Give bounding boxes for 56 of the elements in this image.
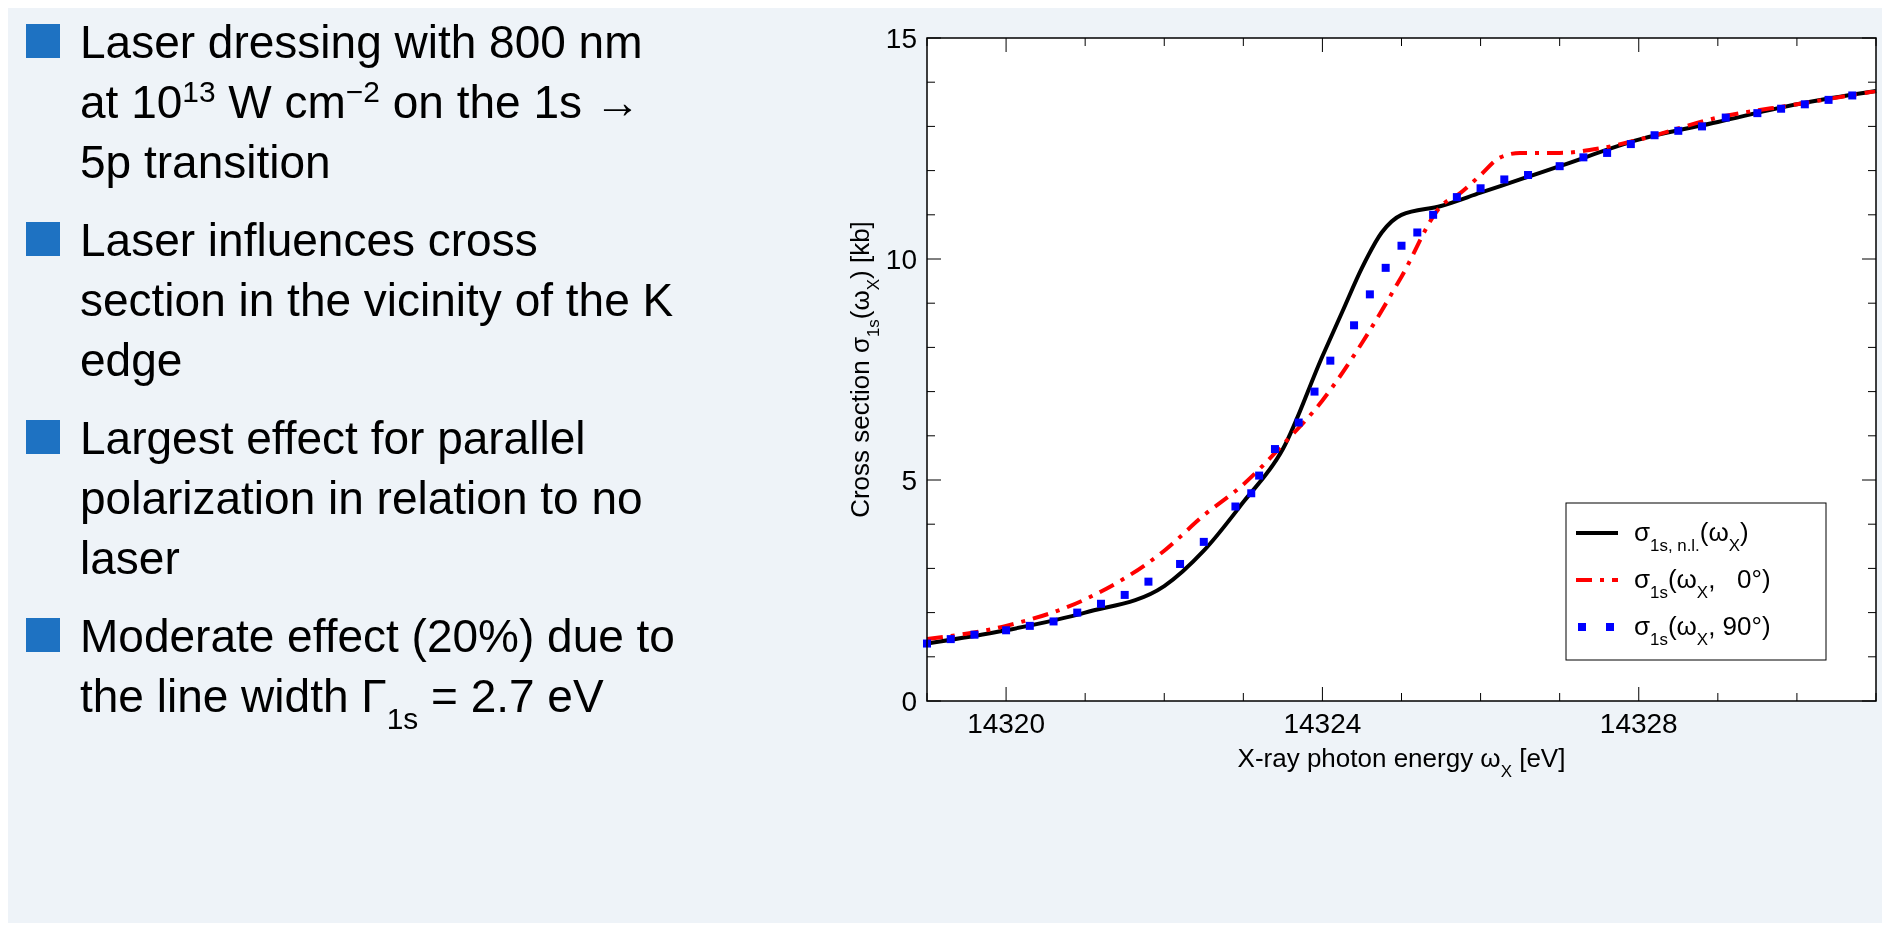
legend-label: σ$_{1s}$(ω$_{X}$, 90°) bbox=[1634, 611, 1771, 649]
point bbox=[1310, 387, 1319, 396]
point bbox=[1500, 175, 1509, 184]
text: Largest effect for parallel polarization in relation to no laser bbox=[80, 412, 643, 584]
x-tick-label: 14320 bbox=[967, 708, 1046, 739]
point bbox=[1231, 502, 1240, 511]
point bbox=[1753, 109, 1762, 118]
point bbox=[1824, 95, 1833, 104]
point bbox=[1650, 131, 1659, 140]
point bbox=[1397, 241, 1406, 250]
point bbox=[1326, 356, 1335, 365]
legend-label: σ$_{1s}$(ω$_{X}$, 0°) bbox=[1634, 564, 1771, 602]
point bbox=[1429, 210, 1438, 219]
point bbox=[1002, 626, 1011, 635]
y-tick-label: 0 bbox=[901, 686, 917, 717]
point bbox=[1674, 126, 1683, 135]
point bbox=[1247, 489, 1256, 498]
point bbox=[1381, 263, 1390, 272]
point bbox=[1120, 590, 1129, 599]
point bbox=[1199, 537, 1208, 546]
point bbox=[946, 635, 955, 644]
point bbox=[1579, 153, 1588, 162]
point bbox=[1555, 162, 1564, 171]
point bbox=[1721, 113, 1730, 122]
x-axis-title: X-ray photon energy ω$_{X}$ [eV] bbox=[1237, 743, 1566, 781]
point bbox=[1626, 140, 1635, 149]
point bbox=[970, 630, 979, 639]
point bbox=[1848, 91, 1857, 100]
point bbox=[1144, 577, 1153, 586]
point bbox=[1255, 471, 1264, 480]
point bbox=[1270, 445, 1279, 454]
point bbox=[1603, 148, 1612, 157]
point bbox=[1800, 100, 1809, 109]
x-tick-label: 14328 bbox=[1599, 708, 1678, 739]
point bbox=[1049, 617, 1058, 626]
y-tick-label: 15 bbox=[885, 23, 917, 54]
y-tick-label: 5 bbox=[901, 465, 917, 496]
text: Laser influences cross section in the vicinity of the K edge bbox=[80, 214, 674, 386]
point bbox=[1524, 171, 1533, 180]
point bbox=[1452, 193, 1461, 202]
point bbox=[1025, 621, 1034, 630]
point bbox=[1777, 104, 1786, 113]
point bbox=[1698, 122, 1707, 131]
text: Laser dressing with 800 nm at 10$^{13}$ W cm$^{−2}$ on the 1s → 5p transition bbox=[80, 16, 643, 188]
point bbox=[1476, 184, 1485, 193]
x-tick-label: 14324 bbox=[1283, 708, 1362, 739]
point bbox=[1350, 321, 1359, 330]
point bbox=[1073, 608, 1082, 617]
point bbox=[1413, 228, 1422, 237]
point bbox=[1176, 559, 1185, 568]
y-tick-label: 10 bbox=[885, 244, 917, 275]
text: Moderate effect (20%) due to the line width Γ$_{1s}$ = 2.7 eV bbox=[80, 610, 675, 735]
legend-label: σ$_{1s, n.l.}$(ω$_{X}$) bbox=[1634, 517, 1749, 555]
point bbox=[1365, 290, 1374, 299]
point bbox=[1294, 418, 1303, 427]
point bbox=[1096, 599, 1105, 608]
